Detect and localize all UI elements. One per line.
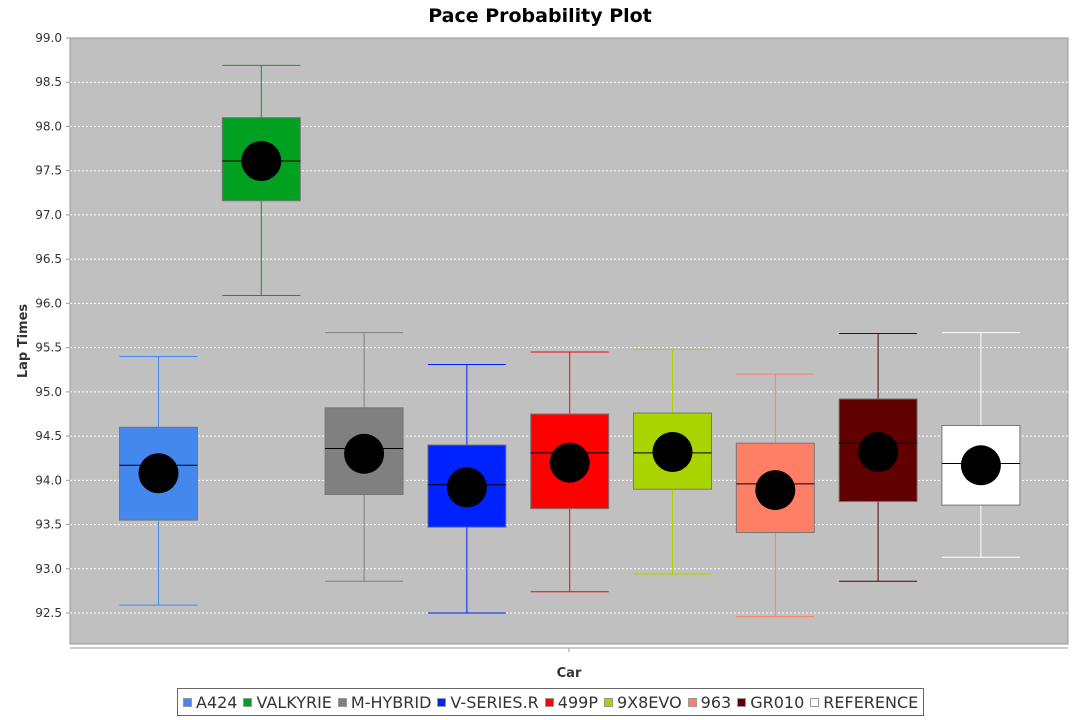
mean-marker xyxy=(241,141,281,181)
y-axis-ticks: 92.5 93.0 93.5 94.0 94.5 95.0 95.5 96.0 96.5 97.0… xyxy=(35,31,70,620)
mean-marker xyxy=(858,432,898,472)
legend-swatch xyxy=(183,698,192,707)
y-tick-label: 95.5 xyxy=(35,341,62,355)
legend-item-m-hybrid: M-HYBRID xyxy=(338,693,432,712)
y-tick-label: 99.0 xyxy=(35,31,62,45)
legend-swatch xyxy=(604,698,613,707)
legend-swatch xyxy=(810,698,819,707)
legend-item-963: 963 xyxy=(688,693,732,712)
legend-item-valkyrie: VALKYRIE xyxy=(243,693,331,712)
mean-marker xyxy=(755,470,795,510)
mean-marker xyxy=(447,467,487,507)
legend-label: V-SERIES.R xyxy=(450,693,538,712)
mean-marker xyxy=(139,453,179,493)
legend-swatch xyxy=(338,698,347,707)
legend-item-gr010: GR010 xyxy=(737,693,804,712)
mean-marker xyxy=(653,432,693,472)
legend-label: M-HYBRID xyxy=(351,693,432,712)
y-tick-label: 97.5 xyxy=(35,164,62,178)
y-tick-label: 96.5 xyxy=(35,252,62,266)
y-tick-label: 92.5 xyxy=(35,606,62,620)
legend-item-499p: 499P xyxy=(545,693,598,712)
legend-label: VALKYRIE xyxy=(256,693,331,712)
legend-label: A424 xyxy=(196,693,237,712)
mean-marker xyxy=(344,434,384,474)
pace-probability-chart: Pace Probability Plot 92.5 93.0 93.5 94.0 94… xyxy=(0,0,1080,688)
legend-label: 963 xyxy=(701,693,732,712)
legend-swatch xyxy=(243,698,252,707)
x-axis-label: Car xyxy=(557,666,582,681)
legend-item-v-series-r: V-SERIES.R xyxy=(437,693,538,712)
y-tick-label: 94.5 xyxy=(35,429,62,443)
y-tick-label: 98.0 xyxy=(35,119,62,133)
mean-marker xyxy=(961,445,1001,485)
legend-label: REFERENCE xyxy=(823,693,918,712)
legend-swatch xyxy=(437,698,446,707)
y-axis-label: Lap Times xyxy=(16,304,31,379)
legend-item-a424: A424 xyxy=(183,693,237,712)
y-tick-label: 98.5 xyxy=(35,75,62,89)
y-tick-label: 96.0 xyxy=(35,296,62,310)
y-tick-label: 94.0 xyxy=(35,473,62,487)
plot-area xyxy=(70,38,1068,644)
y-tick-label: 95.0 xyxy=(35,385,62,399)
mean-marker xyxy=(550,443,590,483)
legend-label: 9X8EVO xyxy=(617,693,682,712)
y-tick-label: 97.0 xyxy=(35,208,62,222)
legend-label: GR010 xyxy=(750,693,804,712)
legend-swatch xyxy=(545,698,554,707)
y-tick-label: 93.0 xyxy=(35,562,62,576)
legend: A424 VALKYRIE M-HYBRID V-SERIES.R 499P 9X8EVO… xyxy=(177,688,924,716)
y-tick-label: 93.5 xyxy=(35,518,62,532)
legend-label: 499P xyxy=(558,693,598,712)
legend-item-9x8evo: 9X8EVO xyxy=(604,693,682,712)
chart-title: Pace Probability Plot xyxy=(428,5,652,27)
legend-item-reference: REFERENCE xyxy=(810,693,918,712)
legend-swatch xyxy=(688,698,697,707)
legend-swatch xyxy=(737,698,746,707)
